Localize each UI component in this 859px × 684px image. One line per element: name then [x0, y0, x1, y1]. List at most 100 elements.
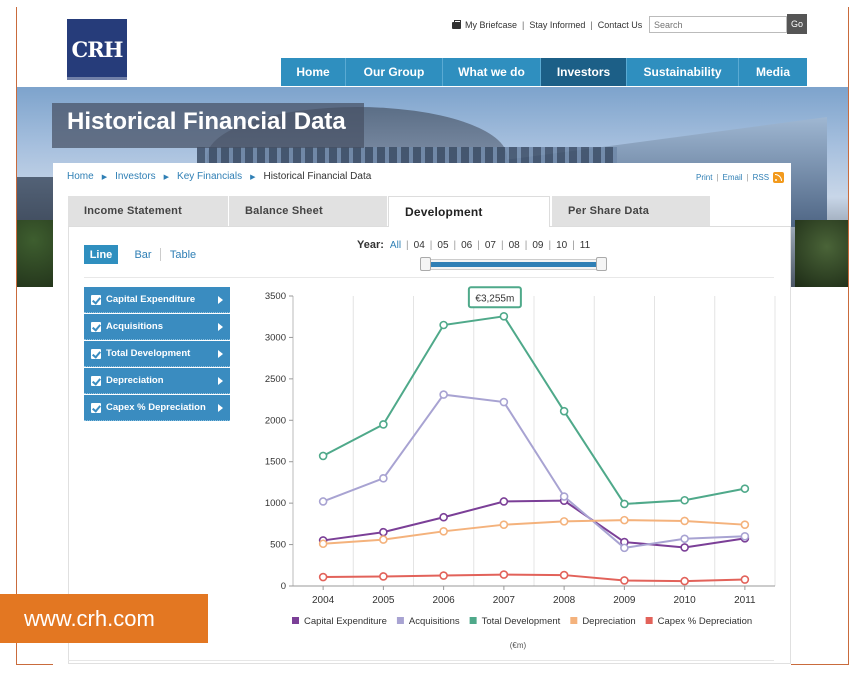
checkbox-checked-icon[interactable]	[91, 294, 101, 305]
data-point[interactable]	[499, 311, 509, 321]
data-point[interactable]	[318, 539, 328, 549]
view-table-button[interactable]: Table	[169, 248, 197, 261]
data-point[interactable]	[680, 543, 689, 552]
year-07[interactable]: 07	[484, 239, 496, 251]
data-point[interactable]	[620, 515, 629, 525]
tab-income-statement[interactable]: Income Statement	[68, 196, 228, 226]
search-input[interactable]	[649, 16, 787, 33]
data-point[interactable]	[439, 512, 448, 522]
data-point[interactable]	[499, 497, 509, 506]
data-point[interactable]	[439, 527, 448, 536]
checkbox-checked-icon[interactable]	[91, 321, 101, 332]
data-point[interactable]	[559, 517, 569, 526]
print-link[interactable]: Print	[696, 173, 713, 182]
series-line-acquisitions[interactable]	[322, 393, 745, 549]
data-point[interactable]	[318, 451, 328, 461]
data-point[interactable]	[620, 543, 629, 553]
series-line-capex-depreciation[interactable]	[323, 573, 745, 583]
data-point[interactable]	[680, 495, 689, 505]
year-04[interactable]: 04	[413, 239, 425, 251]
slider-handle-start[interactable]	[420, 257, 431, 271]
data-point[interactable]	[680, 576, 689, 586]
slider-handle-end[interactable]	[596, 257, 607, 271]
data-point[interactable]	[680, 516, 689, 526]
legend-swatch	[292, 617, 299, 624]
series-capital-expenditure[interactable]: Capital Expenditure	[84, 287, 230, 313]
tab-balance-sheet[interactable]: Balance Sheet	[229, 196, 387, 226]
rss-icon[interactable]	[773, 172, 785, 183]
legend-label[interactable]: Capital Expenditure	[304, 616, 387, 627]
data-point[interactable]	[499, 570, 509, 579]
crh-logo[interactable]: CRH	[67, 19, 127, 80]
website-promo-banner[interactable]: www.crh.com	[0, 594, 208, 643]
data-point[interactable]	[318, 572, 328, 582]
year-11[interactable]: 11	[579, 239, 591, 251]
data-point[interactable]	[379, 420, 388, 429]
data-point[interactable]	[499, 520, 509, 529]
data-point[interactable]	[379, 535, 388, 544]
my-briefcase-link[interactable]: My Briefcase	[465, 20, 518, 30]
year-range-fill	[431, 262, 601, 267]
nav-what-we-do[interactable]: What we do	[443, 58, 541, 86]
data-point[interactable]	[439, 320, 448, 330]
view-line-button[interactable]: Line	[84, 245, 118, 264]
data-point[interactable]	[499, 397, 509, 407]
year-05[interactable]: 05	[437, 239, 449, 251]
legend-label[interactable]: Depreciation	[582, 616, 635, 627]
series-line-depreciation[interactable]	[323, 519, 745, 545]
y-tick-label: 2500	[265, 374, 286, 385]
year-06[interactable]: 06	[461, 239, 473, 251]
development-line-chart[interactable]: 0 500 1000 1500 2000 2500 3000 3500 2004 2005 2006…	[247, 284, 787, 654]
breadcrumb-investors[interactable]: Investors	[115, 171, 156, 182]
tab-development[interactable]: Development	[388, 196, 550, 227]
data-point[interactable]	[740, 520, 750, 529]
legend-label[interactable]: Capex % Depreciation	[658, 616, 753, 627]
stay-informed-link[interactable]: Stay Informed	[529, 20, 586, 30]
rss-link[interactable]: RSS	[752, 173, 770, 182]
data-point[interactable]	[740, 531, 750, 541]
data-point[interactable]	[318, 497, 328, 506]
nav-investors[interactable]: Investors	[541, 58, 627, 86]
email-link[interactable]: Email	[722, 173, 743, 182]
view-bar-button[interactable]: Bar	[134, 248, 152, 261]
checkbox-checked-icon[interactable]	[91, 402, 101, 413]
tab-per-share-data[interactable]: Per Share Data	[552, 196, 710, 226]
contact-us-link[interactable]: Contact Us	[597, 20, 643, 30]
legend-label[interactable]: Acquisitions	[409, 616, 460, 627]
data-point[interactable]	[379, 473, 388, 483]
series-capex-pct-depreciation[interactable]: Capex % Depreciation	[84, 395, 230, 421]
series-depreciation[interactable]: Depreciation	[84, 368, 230, 394]
data-point[interactable]	[439, 390, 448, 399]
search-go-button[interactable]: Go	[787, 14, 807, 34]
nav-our-group[interactable]: Our Group	[346, 58, 443, 86]
data-point[interactable]	[379, 527, 388, 537]
series-acquisitions[interactable]: Acquisitions	[84, 314, 230, 340]
data-point[interactable]	[740, 484, 750, 493]
data-point[interactable]	[559, 492, 569, 501]
series-line-capital-expenditure[interactable]	[322, 499, 746, 549]
breadcrumb-home[interactable]: Home	[67, 171, 94, 182]
data-point[interactable]	[379, 572, 388, 581]
data-point[interactable]	[680, 534, 689, 544]
breadcrumb-key-financials[interactable]: Key Financials	[177, 171, 243, 182]
briefcase-icon	[452, 19, 461, 29]
checkbox-checked-icon[interactable]	[91, 375, 101, 386]
checkbox-checked-icon[interactable]	[91, 348, 101, 359]
nav-sustainability[interactable]: Sustainability	[627, 58, 739, 86]
nav-media[interactable]: Media	[755, 65, 790, 79]
year-all-link[interactable]: All	[389, 239, 402, 251]
year-09[interactable]: 09	[532, 239, 544, 251]
legend-label[interactable]: Total Development	[482, 616, 561, 627]
data-point[interactable]	[620, 499, 629, 509]
data-point[interactable]	[559, 406, 569, 416]
data-point[interactable]	[740, 575, 750, 584]
series-line-total-development[interactable]	[322, 315, 746, 506]
nav-home[interactable]: Home	[281, 58, 346, 86]
data-point[interactable]	[559, 570, 569, 580]
data-point[interactable]	[439, 571, 448, 580]
year-10[interactable]: 10	[556, 239, 568, 251]
series-total-development[interactable]: Total Development	[84, 341, 230, 367]
data-point[interactable]	[620, 576, 629, 585]
year-08[interactable]: 08	[508, 239, 520, 251]
logo-text: CRH	[71, 37, 123, 62]
